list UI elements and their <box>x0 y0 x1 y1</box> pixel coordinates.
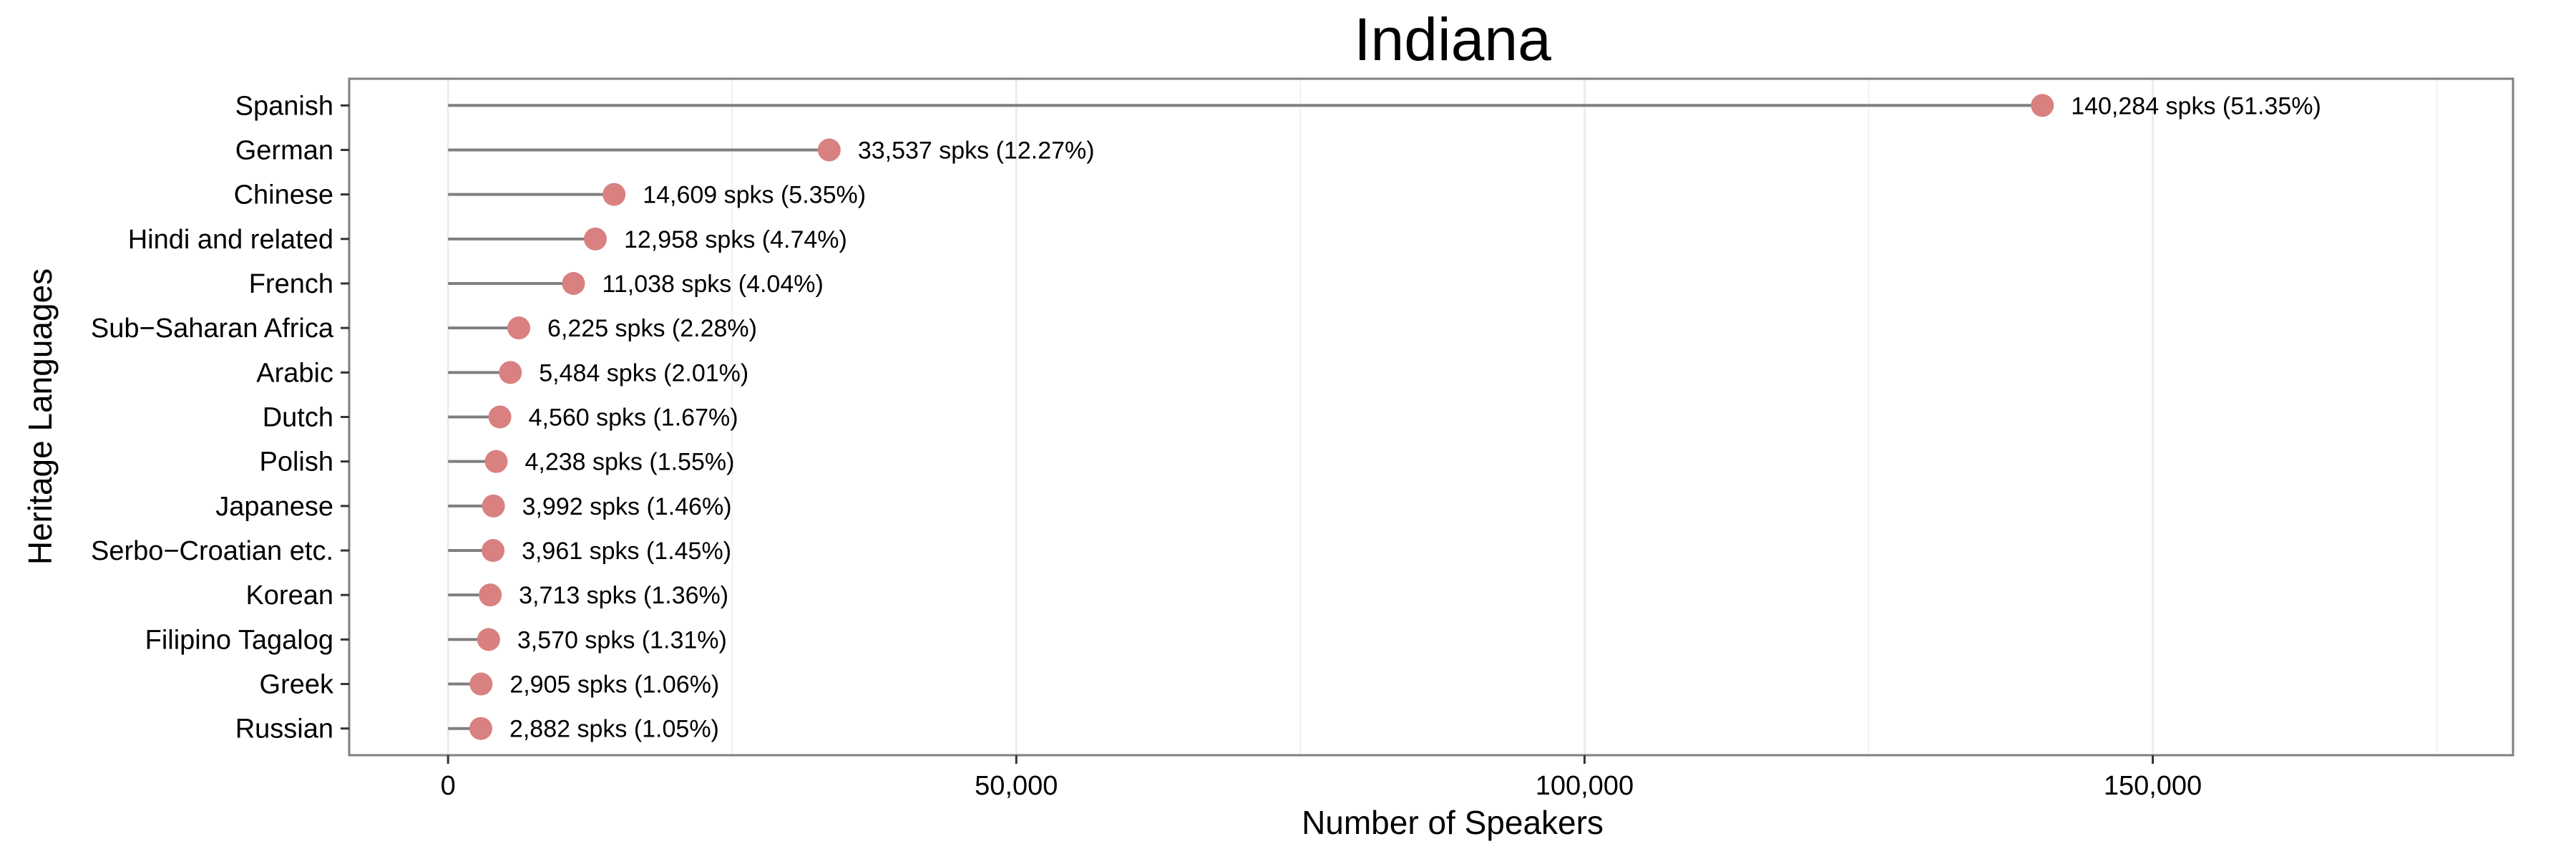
lollipop-point <box>817 138 841 162</box>
y-tick-label: Dutch <box>263 403 333 433</box>
lollipop-point <box>499 361 522 384</box>
y-tick-label: French <box>249 269 333 299</box>
y-tick-label: Hindi and related <box>128 225 333 255</box>
lollipop-point <box>479 583 502 607</box>
data-label: 5,484 spks (2.01%) <box>539 359 748 387</box>
data-label: 3,992 spks (1.46%) <box>522 493 732 520</box>
y-tick-label: Japanese <box>215 492 333 522</box>
data-label: 4,560 spks (1.67%) <box>529 404 738 432</box>
lollipop-point <box>488 405 512 429</box>
lollipop-point <box>482 539 505 563</box>
lollipop-point <box>469 672 493 696</box>
lollipop-point <box>2031 94 2054 117</box>
y-tick-label: German <box>235 135 333 165</box>
y-tick-label: Sub−Saharan Africa <box>91 314 334 344</box>
lollipop-point <box>482 494 505 518</box>
y-tick-label: Chinese <box>234 180 333 210</box>
chart-title: Indiana <box>1354 6 1551 73</box>
data-label: 3,713 spks (1.36%) <box>519 582 728 609</box>
data-label: 140,284 spks (51.35%) <box>2071 92 2321 120</box>
y-tick-label: Spanish <box>235 91 333 121</box>
lollipop-point <box>507 316 531 340</box>
lollipop-point <box>477 628 500 651</box>
data-label: 2,882 spks (1.05%) <box>509 716 719 743</box>
y-tick-label: Russian <box>235 714 333 744</box>
lollipop-point <box>484 450 508 473</box>
y-tick-label: Greek <box>260 670 334 700</box>
data-label: 14,609 spks (5.35%) <box>643 182 866 209</box>
data-label: 3,961 spks (1.45%) <box>522 538 731 565</box>
data-label: 6,225 spks (2.28%) <box>547 315 757 342</box>
y-axis-title: Heritage Languages <box>21 268 59 565</box>
lollipop-point <box>602 183 626 206</box>
data-label: 2,905 spks (1.06%) <box>509 671 719 699</box>
data-label: 12,958 spks (4.74%) <box>624 226 847 253</box>
y-axis: Spanish German Chinese Hindi and related Fre… <box>91 91 349 744</box>
y-tick-label: Serbo−Croatian etc. <box>91 536 333 566</box>
x-tick-label: 50,000 <box>975 771 1058 801</box>
x-axis: 0 50,000 100,000 150,000 <box>441 755 2202 801</box>
y-tick-label: Arabic <box>256 358 333 388</box>
y-tick-label: Filipino Tagalog <box>145 625 333 655</box>
data-label: 3,570 spks (1.31%) <box>517 626 727 654</box>
data-labels: 140,284 spks (51.35%) 33,537 spks (12.27%… <box>509 92 2321 742</box>
data-label: 11,038 spks (4.04%) <box>602 271 823 298</box>
grid-lines <box>447 79 2438 755</box>
lollipop-point <box>562 271 585 295</box>
x-axis-title: Number of Speakers <box>1302 804 1604 841</box>
y-tick-label: Polish <box>260 447 334 477</box>
y-tick-label: Korean <box>245 581 333 611</box>
data-label: 33,537 spks (12.27%) <box>858 137 1095 164</box>
x-tick-label: 0 <box>441 771 456 801</box>
x-tick-label: 150,000 <box>2104 771 2202 801</box>
lollipop-segments <box>448 104 2043 730</box>
data-label: 4,238 spks (1.55%) <box>525 449 734 476</box>
lollipop-point <box>469 717 492 740</box>
lollipop-points <box>469 94 2054 740</box>
lollipop-point <box>583 227 607 251</box>
x-tick-label: 100,000 <box>1536 771 1634 801</box>
